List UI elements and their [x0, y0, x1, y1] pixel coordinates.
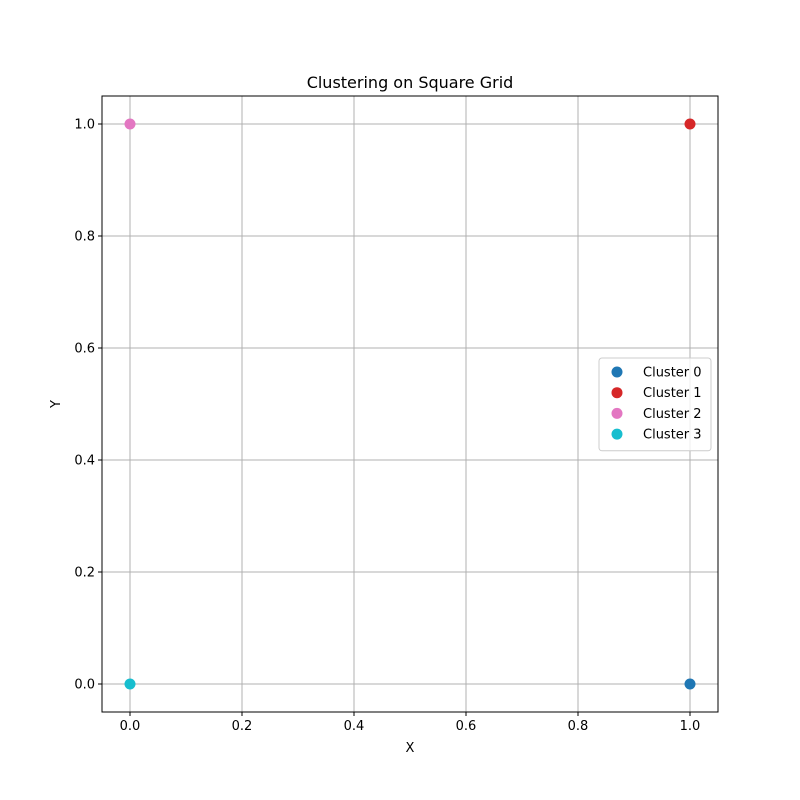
y-tick-label: 0.4	[74, 454, 95, 469]
x-tick-label: 0.2	[232, 719, 253, 734]
x-tick-label: 0.0	[120, 719, 141, 734]
chart-title: Clustering on Square Grid	[307, 73, 514, 92]
legend-label: Cluster 1	[643, 386, 702, 401]
legend-marker	[611, 366, 623, 378]
x-tick-label: 0.8	[568, 719, 589, 734]
legend-marker	[611, 387, 623, 399]
legend-label: Cluster 0	[643, 366, 702, 381]
y-tick-label: 1.0	[74, 118, 95, 133]
y-axis-ticks: 0.0 0.2 0.4 0.6 0.8 1.0	[74, 118, 102, 693]
cluster-1-point	[684, 118, 696, 130]
plot-frame	[101, 95, 719, 713]
data-points	[124, 118, 696, 690]
x-tick-label: 0.6	[456, 719, 477, 734]
legend-marker	[611, 428, 623, 440]
legend-box	[598, 357, 712, 452]
legend-label: Cluster 2	[643, 407, 702, 422]
legend: Cluster 0 Cluster 1 Cluster 2 Cluster 3	[598, 357, 712, 452]
y-tick-label: 0.8	[74, 230, 95, 245]
y-tick-label: 0.2	[74, 566, 95, 581]
y-tick-label: 0.6	[74, 342, 95, 357]
x-tick-label: 1.0	[680, 719, 701, 734]
legend-label: Cluster 3	[643, 428, 702, 443]
x-tick-label: 0.4	[344, 719, 365, 734]
x-axis-ticks: 0.0 0.2 0.4 0.6 0.8 1.0	[120, 712, 701, 734]
y-axis-label: Y	[49, 400, 64, 409]
cluster-2-point	[124, 118, 136, 130]
cluster-0-point	[684, 678, 696, 690]
x-axis-label: X	[406, 741, 415, 756]
cluster-3-point	[124, 678, 136, 690]
legend-marker	[611, 407, 623, 419]
y-tick-label: 0.0	[74, 678, 95, 693]
